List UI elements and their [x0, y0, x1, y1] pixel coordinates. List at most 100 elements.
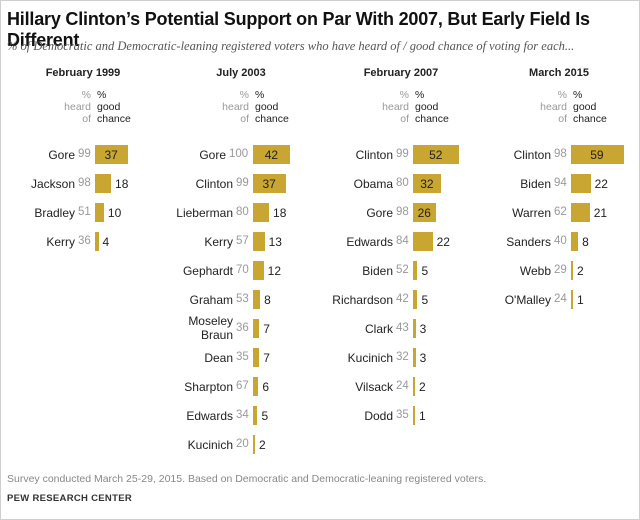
- heard-of-value: 24: [396, 380, 409, 392]
- bar-row: Clinton 99 52: [321, 145, 479, 165]
- heard-of-value: 98: [396, 206, 409, 218]
- heard-of-value: 100: [229, 148, 249, 160]
- good-chance-bar: [253, 203, 270, 222]
- good-chance-value: 3: [419, 351, 427, 365]
- candidate-name: Vilsack: [355, 380, 393, 394]
- candidate-name: Edwards: [186, 409, 233, 423]
- good-chance-bar: [253, 319, 260, 338]
- good-chance-bar: [571, 261, 573, 280]
- candidate-name: Sharpton: [184, 380, 233, 394]
- good-chance-value: 2: [577, 264, 584, 278]
- bar-row: Kerry 36 4: [3, 232, 161, 252]
- good-chance-value: 52: [429, 148, 443, 162]
- good-chance-bar: [413, 232, 433, 251]
- candidate-name: Dean: [204, 351, 233, 365]
- good-chance-value: 13: [268, 235, 282, 249]
- good-chance-header: % good chance: [573, 89, 607, 125]
- heard-of-value: 98: [554, 148, 567, 160]
- good-chance-bar: [413, 261, 418, 280]
- heard-of-value: 53: [236, 293, 249, 305]
- candidate-name: Clinton: [355, 148, 393, 162]
- bar-row: Bradley 51 10: [3, 203, 161, 223]
- source-credit: PEW RESEARCH CENTER: [7, 493, 132, 504]
- panel-title: July 2003: [216, 67, 266, 79]
- bar-row: Dean 35 7: [161, 348, 319, 368]
- bar-row: Graham 53 8: [161, 290, 319, 310]
- good-chance-bar: [253, 174, 286, 193]
- bar-row: Sanders 40 8: [479, 232, 637, 252]
- candidate-name: Clinton: [195, 177, 233, 191]
- candidate-name: Sanders: [506, 235, 551, 249]
- heard-of-value: 42: [396, 293, 409, 305]
- bar-row: Dodd 35 1: [321, 406, 479, 426]
- good-chance-bar: [413, 319, 416, 338]
- candidate-name: Richardson: [332, 293, 393, 307]
- bar-row: Lieberman 80 18: [161, 203, 319, 223]
- candidate-name: Lieberman: [176, 206, 233, 220]
- survey-note: Survey conducted March 25-29, 2015. Base…: [7, 473, 487, 485]
- bar-row: Gore 99 37: [3, 145, 161, 165]
- good-chance-value: 8: [582, 235, 589, 249]
- good-chance-value: 12: [267, 264, 282, 278]
- heard-of-value: 40: [554, 235, 567, 247]
- good-chance-bar: [571, 232, 579, 251]
- bar-row: O'Malley 24 1: [479, 290, 637, 310]
- candidate-name: Kucinich: [347, 351, 393, 365]
- heard-of-value: 35: [396, 409, 409, 421]
- good-chance-bar: [253, 377, 259, 396]
- bar-row: Kucinich 20 2: [161, 435, 319, 455]
- bar-row: Moseley Braun 36 7: [161, 314, 319, 342]
- bar-row: Kucinich 32 3: [321, 348, 479, 368]
- good-chance-bar: [413, 203, 437, 222]
- heard-of-value: 24: [554, 293, 567, 305]
- candidate-name: Dodd: [364, 409, 393, 423]
- bar-row: Webb 29 2: [479, 261, 637, 281]
- bar-row: Biden 94 22: [479, 174, 637, 194]
- bar-row: Clark 43 3: [321, 319, 479, 339]
- panel-title: February 1999: [45, 67, 121, 79]
- candidate-name: Gore: [199, 148, 226, 162]
- good-chance-value: 22: [436, 235, 450, 249]
- good-chance-value: 18: [273, 206, 287, 220]
- panel-3: March 2015 % heard of% good chance Clinton 98 59…: [479, 67, 637, 457]
- heard-of-value: 70: [236, 264, 249, 276]
- heard-of-value: 57: [236, 235, 249, 247]
- good-chance-bar: [413, 348, 416, 367]
- bar-row: Kerry 57 13: [161, 232, 319, 252]
- chart-subtitle: % of Democratic and Democratic-leaning r…: [7, 39, 575, 53]
- good-chance-bar: [253, 261, 264, 280]
- heard-of-value: 80: [396, 177, 409, 189]
- bar-row: Gore 98 26: [321, 203, 479, 223]
- chart-title: Hillary Clinton’s Potential Support on P…: [7, 9, 590, 50]
- good-chance-value: 1: [577, 293, 584, 307]
- heard-of-header: % heard of: [64, 89, 91, 125]
- good-chance-bar: [571, 290, 573, 309]
- bar-row: Biden 52 5: [321, 261, 479, 281]
- panel-0: February 1999 % heard of% good chance Gore 99 37…: [3, 67, 161, 457]
- good-chance-value: 18: [115, 177, 129, 191]
- good-chance-bar: [95, 174, 112, 193]
- bar-row: Clinton 98 59: [479, 145, 637, 165]
- candidate-name: Webb: [519, 264, 551, 278]
- candidate-name: Moseley Braun: [188, 314, 233, 342]
- good-chance-value: 5: [421, 264, 429, 278]
- good-chance-bar: [95, 145, 128, 164]
- candidate-name: Graham: [189, 293, 233, 307]
- heard-of-value: 94: [554, 177, 567, 189]
- heard-of-value: 36: [78, 235, 91, 247]
- bar-row: Gore 100 42: [161, 145, 319, 165]
- good-chance-value: 5: [421, 293, 429, 307]
- good-chance-bar: [413, 377, 415, 396]
- heard-of-value: 98: [78, 177, 91, 189]
- good-chance-value: 26: [417, 206, 431, 220]
- heard-of-value: 52: [396, 264, 409, 276]
- good-chance-value: 1: [419, 409, 426, 423]
- heard-of-value: 62: [554, 206, 567, 218]
- candidate-name: Gore: [366, 206, 393, 220]
- good-chance-value: 7: [263, 322, 270, 336]
- candidate-name: Gore: [48, 148, 75, 162]
- bar-row: Edwards 84 22: [321, 232, 479, 252]
- candidate-name: Obama: [353, 177, 393, 191]
- good-chance-value: 59: [590, 148, 604, 162]
- good-chance-bar: [413, 174, 442, 193]
